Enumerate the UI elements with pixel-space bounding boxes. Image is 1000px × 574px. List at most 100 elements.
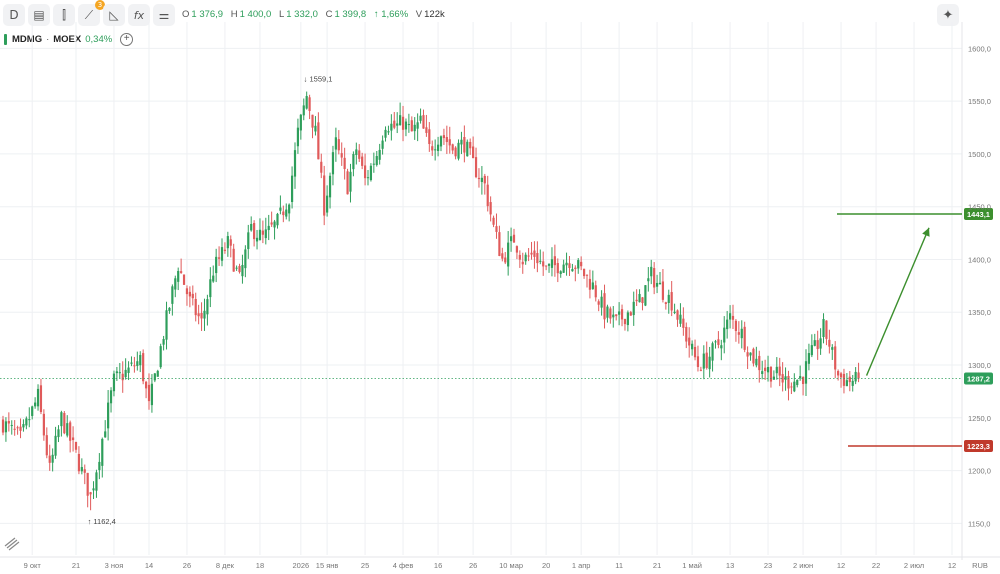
x-tick-label: 20 [542,561,550,570]
candle-body [717,339,720,345]
stop-price-label-bg [964,439,993,452]
candle-body [512,234,516,243]
candle [139,351,142,373]
candle-body [416,122,419,129]
candle-body [387,131,390,133]
x-tick-label: 26 [183,561,191,570]
candle [130,356,133,367]
candle-body [778,366,781,376]
low-annotation: ↑ 1162,4 [88,517,116,526]
add-comparison-icon[interactable]: + [120,32,134,46]
series-legend[interactable]: MDMG · MOEX 0,34% + [4,32,134,46]
candle [220,238,224,267]
draw-tool-button[interactable]: ◺ [103,4,125,26]
candle-body [825,320,828,339]
candle [147,373,151,410]
candle [229,235,232,258]
candle-body [521,261,524,265]
candle [664,301,667,310]
candle-body [83,469,86,473]
candle-body [679,314,682,324]
candle [378,143,381,165]
candle [618,302,621,326]
candle-body [810,345,813,356]
legend-symbol: MDMG [12,33,43,45]
indicators-button[interactable]: ▤ [28,4,50,26]
candle-body [244,249,247,269]
candle-body [585,274,589,276]
candle-body [194,298,197,316]
ai-assistant-button[interactable]: ✦ [937,4,959,26]
candle-body [109,390,113,404]
candle-body [509,236,513,242]
candle-body [492,217,495,225]
candle [691,340,694,356]
x-tick-label: 23 [764,561,772,570]
candle-body [486,184,489,207]
candle [305,91,308,110]
candle-body [276,213,279,226]
candle-body [828,339,831,347]
candle [673,303,676,315]
candle [401,105,405,142]
drawings-button[interactable]: ⟋ 3 [78,0,105,26]
candle-body [638,293,641,303]
candles-icon: ⫿ [62,7,66,22]
candle-body [483,175,486,184]
candle-body [609,308,612,319]
chart-type-button[interactable]: ⫿ [53,4,75,26]
candle-body [31,406,34,416]
candle [577,258,580,274]
candle-body [63,412,66,434]
candle [63,411,66,435]
candle-body [746,352,749,357]
candle-body [472,146,475,159]
candle-body [217,257,221,259]
candle-body [758,355,761,371]
candle [320,153,323,179]
fx-icon: fx [133,8,145,22]
candle [647,267,650,292]
candle-body [711,343,714,361]
candle-body [737,332,740,335]
candle [448,126,451,154]
candle [489,196,492,222]
settings-button[interactable]: ⚌ [153,4,175,26]
candle-body [142,353,145,382]
axis-settings-icon[interactable] [4,537,20,551]
candle [837,369,840,381]
candle [723,316,726,354]
candle-body [302,105,305,116]
candle [352,151,355,177]
candle-body [653,268,656,288]
candle-body [536,252,539,264]
candle-body [36,388,40,407]
candle-body [127,367,130,373]
candle [504,252,507,265]
candle [101,437,104,478]
y-tick-label: 1150,0 [968,519,990,528]
candle-body [504,257,507,263]
candle [363,153,367,186]
candle-body [71,437,75,441]
candle-body [524,254,527,262]
x-tick-label: 10 мар [499,561,523,570]
candle [793,373,796,393]
candle-body [229,239,232,246]
candle-body [463,137,466,153]
candle [623,318,627,331]
candle-body [328,175,332,198]
interval-button[interactable]: D [3,4,25,26]
functions-button[interactable]: fx [128,4,150,26]
candle-body [337,139,340,151]
candle [717,331,720,349]
candle-body [410,120,413,132]
candle [372,152,375,173]
candle [804,349,808,397]
candle [769,366,773,388]
candle [714,339,717,349]
candle-body [474,157,478,178]
candle [451,143,454,155]
candle-body [174,278,177,290]
